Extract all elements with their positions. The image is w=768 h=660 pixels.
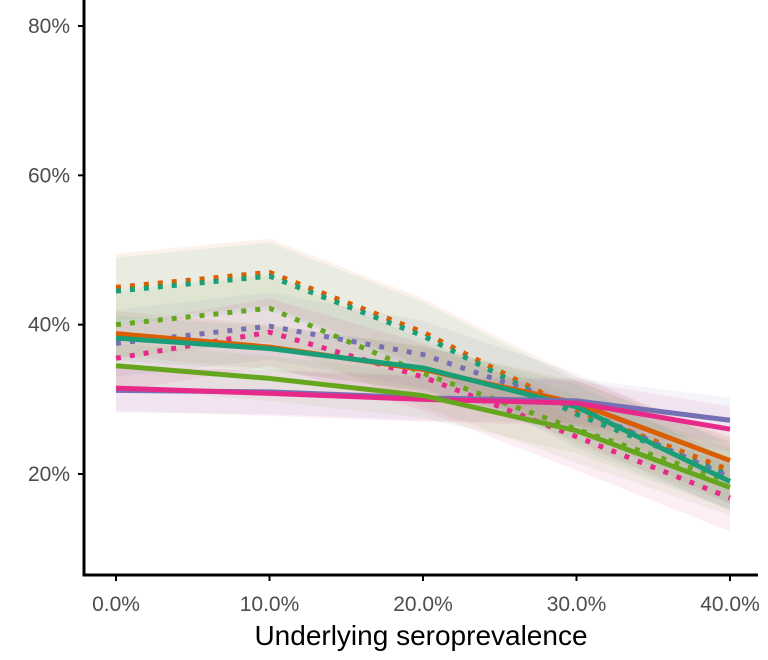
series-ribbon [116,343,730,510]
series-line [115,323,732,481]
series-ribbon [116,298,730,532]
series-ribbon [116,367,730,443]
series-line [115,363,731,490]
x-tick-label: 10.0% [240,593,300,616]
series-ribbon [116,365,730,452]
axes [82,0,758,577]
series-line [115,273,731,478]
series-line [115,329,731,501]
series-layer [115,269,732,501]
y-tick-label: 60% [28,164,70,187]
y-tick-label: 40% [28,314,70,337]
series-line [115,305,731,484]
series-line [115,335,732,484]
x-tick-label: 20.0% [393,593,453,616]
x-tick-label: 0.0% [92,593,140,616]
uncertainty-ribbons [116,238,730,532]
y-tick-label: 80% [28,15,70,38]
x-axis-title: Underlying seroprevalence [254,620,587,651]
series-line [115,385,731,432]
series-ribbon [116,315,730,504]
y-ticks: 20% 40% 60% 80% [28,15,84,486]
y-tick-label: 20% [28,463,70,486]
x-tick-label: 40.0% [700,593,760,616]
x-ticks: 0.0% 10.0% 20.0% 30.0% 40.0% [92,575,760,616]
series-ribbon [116,311,730,483]
x-tick-label: 30.0% [547,593,607,616]
